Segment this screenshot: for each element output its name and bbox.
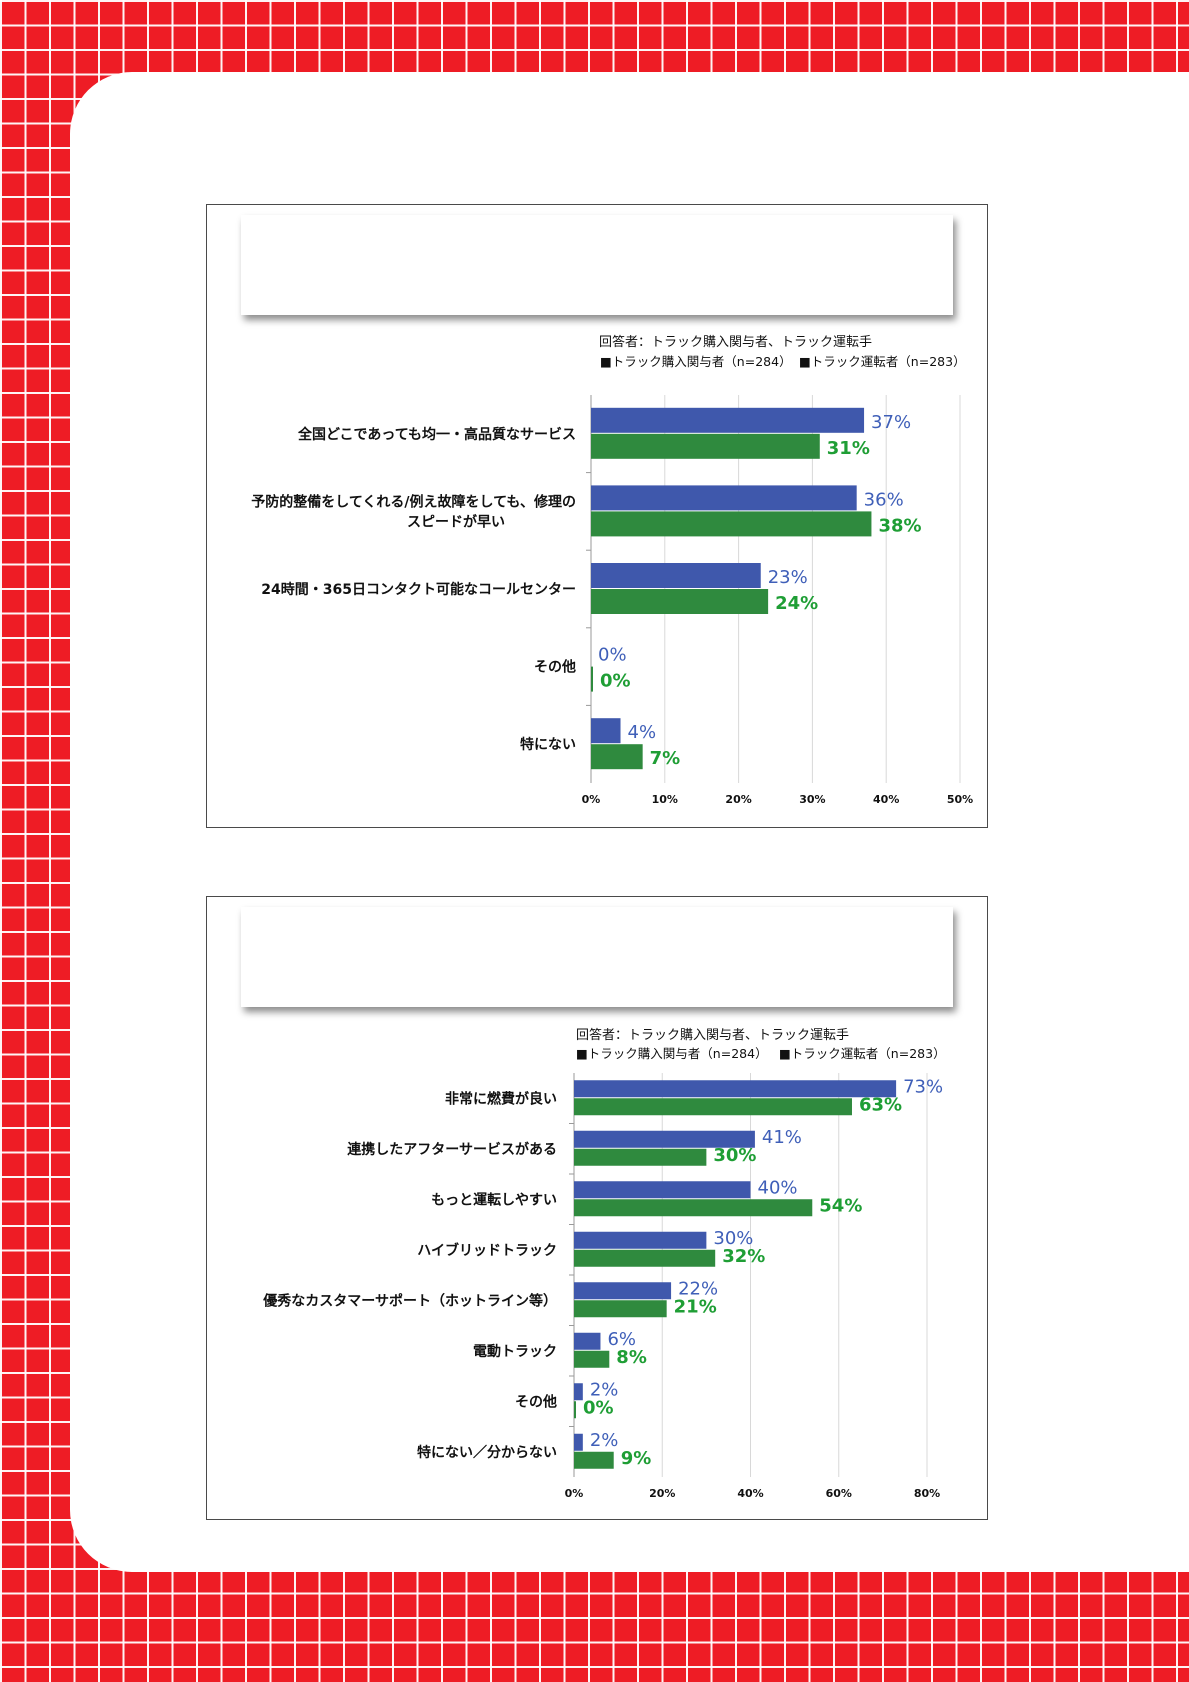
chart-title-box-2 xyxy=(241,907,953,1007)
bar-series-2 xyxy=(574,1249,716,1267)
chart-panel-2: 0% 20% 40% 60% 80% 回答者：トラック購入関与者、トラック運転手 ■トラック… xyxy=(206,896,988,1520)
category-label: ハイブリッドトラック xyxy=(417,1242,557,1259)
x-tick-label: 50% xyxy=(947,793,973,806)
bar-series-2 xyxy=(574,1098,852,1116)
data-label-series-2: 21% xyxy=(674,1296,717,1317)
data-label-series-2: 9% xyxy=(621,1448,652,1469)
category-label: 優秀なカスタマーサポート（ホットライン等） xyxy=(262,1292,557,1309)
data-label-series-2: 54% xyxy=(819,1195,862,1216)
x-tick-label: 0% xyxy=(582,793,601,806)
data-label-series-1: 2% xyxy=(590,1379,619,1400)
bar-series-2 xyxy=(574,1199,813,1217)
category-label: 24時間・365日コンタクト可能なコールセンター xyxy=(261,581,576,598)
bar-series-1 xyxy=(591,407,865,433)
data-label-series-1: 0% xyxy=(598,645,627,666)
bar-series-1 xyxy=(574,1181,751,1199)
legend-item-series-2: ■トラック運転者（n=283） xyxy=(779,1046,946,1061)
data-label-series-1: 40% xyxy=(758,1177,798,1198)
data-label-series-2: 0% xyxy=(600,671,631,692)
data-label-series-1: 37% xyxy=(871,412,911,433)
x-tick-label: 20% xyxy=(649,1487,675,1500)
data-label-series-2: 8% xyxy=(616,1347,647,1368)
x-tick-label: 40% xyxy=(737,1487,763,1500)
data-label-series-1: 4% xyxy=(628,722,657,743)
bar-series-1 xyxy=(574,1433,583,1451)
data-label-series-1: 41% xyxy=(762,1127,802,1148)
legend-item-series-2: ■トラック運転者（n=283） xyxy=(799,354,966,369)
category-label: 連携したアフターサービスがある xyxy=(347,1141,557,1158)
x-tick-label: 80% xyxy=(914,1487,940,1500)
data-label-series-2: 24% xyxy=(775,593,818,614)
x-tick-label: 0% xyxy=(565,1487,584,1500)
legend-item-series-1: ■トラック購入関与者（n=284） xyxy=(576,1046,768,1061)
data-label-series-2: 31% xyxy=(827,438,870,459)
category-label: もっと運転しやすい xyxy=(431,1191,557,1208)
data-label-series-1: 23% xyxy=(768,567,808,588)
data-label-series-1: 36% xyxy=(864,489,904,510)
data-label-series-1: 30% xyxy=(713,1228,753,1249)
bar-series-2 xyxy=(574,1401,576,1419)
legend-item-series-1: ■トラック購入関与者（n=284） xyxy=(600,354,792,369)
data-label-series-2: 0% xyxy=(583,1397,614,1418)
x-tick-label: 30% xyxy=(799,793,825,806)
bar-series-1 xyxy=(574,1332,601,1350)
bar-series-2 xyxy=(591,589,769,614)
x-tick-label: 20% xyxy=(725,793,751,806)
data-label-series-2: 38% xyxy=(878,515,921,536)
data-label-series-2: 7% xyxy=(650,748,681,769)
bar-series-1 xyxy=(591,718,621,744)
x-tick-label: 10% xyxy=(652,793,678,806)
data-label-series-2: 63% xyxy=(859,1094,902,1115)
data-label-series-1: 22% xyxy=(678,1278,718,1299)
category-label: その他 xyxy=(534,659,576,676)
data-label-series-1: 73% xyxy=(903,1076,943,1097)
bar-series-2 xyxy=(574,1350,610,1368)
chart-panel-1: 0% 10% 20% 30% 40% 50% 回答者：トラック購入関与者、トラック運転手 ■ト… xyxy=(206,204,988,828)
bar-series-1 xyxy=(574,1231,707,1249)
category-label: 非常に燃費が良い xyxy=(445,1090,557,1107)
x-tick-label: 60% xyxy=(826,1487,852,1500)
bar-series-1 xyxy=(574,1080,897,1098)
category-label: 特にない／分からない xyxy=(417,1444,557,1461)
chart-2-svg: 0% 20% 40% 60% 80% 回答者：トラック購入関与者、トラック運転手 ■トラック… xyxy=(262,1027,946,1500)
category-label: 予防的整備をしてくれる/例え故障をしても、修理のスピードが早い xyxy=(251,493,576,530)
bar-series-1 xyxy=(591,563,761,588)
bar-series-1 xyxy=(591,485,857,511)
bar-series-2 xyxy=(574,1451,614,1469)
category-label: 全国どこであっても均一・高品質なサービス xyxy=(297,426,576,443)
bar-series-2 xyxy=(591,433,820,459)
category-label: 電動トラック xyxy=(473,1343,557,1360)
bar-series-2 xyxy=(591,511,872,537)
chart-title-box-1 xyxy=(241,215,953,315)
data-label-series-2: 30% xyxy=(713,1145,756,1166)
bar-series-2 xyxy=(574,1300,667,1318)
data-label-series-1: 6% xyxy=(607,1329,636,1350)
bar-series-2 xyxy=(591,666,593,692)
bar-series-2 xyxy=(574,1148,707,1166)
chart-1-svg: 0% 10% 20% 30% 40% 50% 回答者：トラック購入関与者、トラック運転手 ■ト… xyxy=(251,334,973,806)
bar-series-1 xyxy=(574,1282,672,1300)
respondent-note: 回答者：トラック購入関与者、トラック運転手 xyxy=(599,334,872,350)
x-tick-label: 40% xyxy=(873,793,899,806)
respondent-note: 回答者：トラック購入関与者、トラック運転手 xyxy=(576,1027,849,1043)
bar-series-1 xyxy=(574,1130,755,1148)
category-label: その他 xyxy=(515,1393,557,1410)
data-label-series-1: 2% xyxy=(590,1430,619,1451)
data-label-series-2: 32% xyxy=(722,1246,765,1267)
bar-series-1 xyxy=(574,1383,583,1401)
bar-series-2 xyxy=(591,744,643,770)
category-label: 特にない xyxy=(520,736,576,753)
